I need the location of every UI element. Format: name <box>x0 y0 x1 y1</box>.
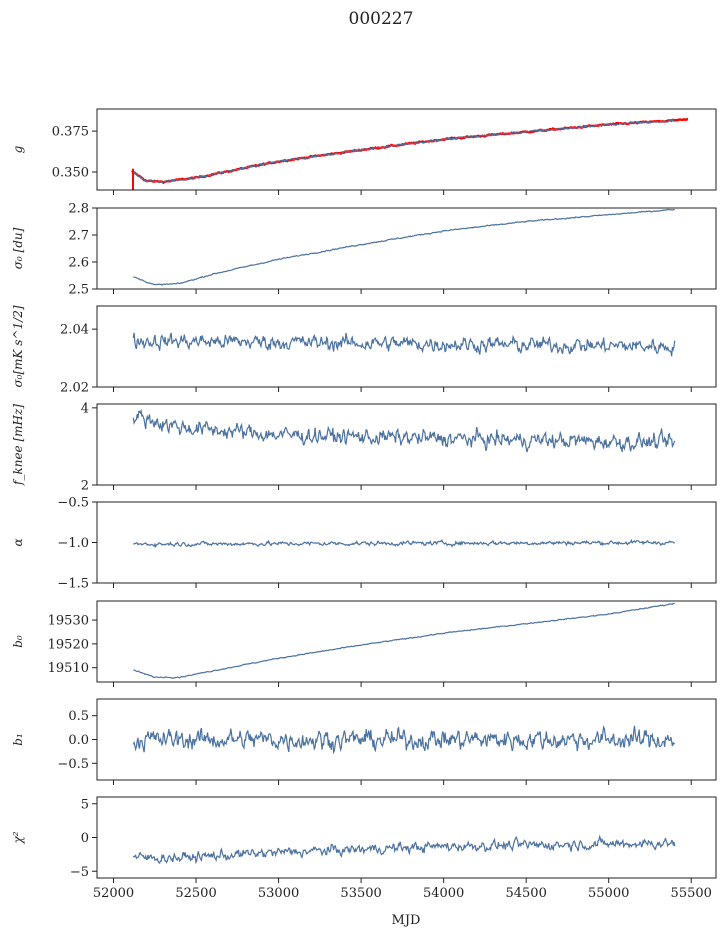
plot-area <box>131 117 688 190</box>
axes-frame <box>96 305 717 388</box>
y-tick-label: 0.350 <box>52 166 89 181</box>
x-tick-label: 54000 <box>423 886 464 901</box>
y-tick-label: 2 <box>81 479 89 494</box>
axes-frame <box>96 600 717 683</box>
y-axis-label: b₀ <box>11 635 25 648</box>
y-tick-label: −1.5 <box>57 577 89 592</box>
subplot-b1: −0.5 0.0 0.5 b₁ <box>11 698 717 785</box>
subplot-chi2: −5 0 5 52000 52500 53000 53500 54000 54500 55000 5… <box>11 796 717 901</box>
y-tick-label: −5 <box>70 865 89 880</box>
subplot-fknee: 2 4 f_knee [mHz] <box>11 401 717 494</box>
series-line <box>132 408 676 453</box>
y-tick-label: 2.04 <box>60 323 89 338</box>
plot-area <box>133 602 675 679</box>
plot-area <box>132 332 676 357</box>
series-line <box>131 117 688 185</box>
series-line <box>132 725 676 755</box>
series-line <box>133 602 675 679</box>
series-line <box>133 538 675 549</box>
axes-frame <box>96 207 717 290</box>
y-tick-label: 19510 <box>48 661 89 676</box>
x-tick-label: 53000 <box>258 886 299 901</box>
series-line <box>133 119 675 184</box>
y-tick-label: 19530 <box>48 614 89 629</box>
axes-frame <box>96 796 717 879</box>
plot-area <box>132 834 676 865</box>
y-tick-label: 2.8 <box>68 202 89 217</box>
y-axis-label: b₁ <box>11 733 25 746</box>
figure-title: 000227 <box>349 9 414 29</box>
y-axis-label: α <box>11 538 25 546</box>
subplot-sigma0_mk: 2.02 2.04 σ₀[mK s^1/2] <box>11 305 717 396</box>
y-axis-label: σ₀ [du] <box>11 227 25 269</box>
x-tick-label: 54500 <box>505 886 546 901</box>
y-tick-label: −1.0 <box>57 536 89 551</box>
y-tick-label: 4 <box>81 401 89 416</box>
series-line <box>132 332 676 357</box>
series-line <box>132 834 676 865</box>
y-tick-label: 5 <box>81 797 89 812</box>
y-tick-label: 2.02 <box>60 381 89 396</box>
y-tick-label: 0 <box>81 831 89 846</box>
y-tick-label: 0.5 <box>68 709 89 724</box>
plot-area <box>133 538 675 549</box>
x-tick-label: 52000 <box>93 886 134 901</box>
axes-frame <box>96 108 717 191</box>
subplot-stack: 0.350 0.375 g 2.5 2.6 2.7 2.8 σ₀ [du] 2.02 2.04 σ₀… <box>11 108 717 901</box>
y-tick-label: 2.6 <box>68 256 89 271</box>
y-axis-label: f_knee [mHz] <box>11 404 25 486</box>
subplot-b0: 19510 19520 19530 b₀ <box>11 600 717 687</box>
y-axis-label: g <box>11 145 25 153</box>
x-tick-label: 55000 <box>588 886 629 901</box>
x-tick-label: 53500 <box>340 886 381 901</box>
subplot-alpha: −1.5 −1.0 −0.5 α <box>11 496 717 592</box>
x-tick-label: 52500 <box>175 886 216 901</box>
y-tick-label: 19520 <box>48 637 89 652</box>
y-tick-label: 2.5 <box>68 283 89 298</box>
y-tick-label: −0.5 <box>57 496 89 511</box>
subplot-g: 0.350 0.375 g <box>11 108 717 195</box>
y-tick-label: 0.0 <box>68 733 89 748</box>
plot-area <box>132 408 676 453</box>
x-axis-label: MJD <box>392 913 421 928</box>
y-tick-label: −0.5 <box>57 757 89 772</box>
y-tick-label: 0.375 <box>52 125 89 140</box>
series-line <box>133 208 675 286</box>
axes-frame <box>96 403 717 486</box>
y-axis-label: σ₀[mK s^1/2] <box>11 305 25 387</box>
x-tick-label: 55500 <box>671 886 712 901</box>
y-tick-label: 2.7 <box>68 229 89 244</box>
y-axis-label: χ² <box>11 831 25 844</box>
subplot-sigma0: 2.5 2.6 2.7 2.8 σ₀ [du] <box>11 202 717 298</box>
plot-area <box>132 725 676 755</box>
plot-area <box>133 208 675 286</box>
